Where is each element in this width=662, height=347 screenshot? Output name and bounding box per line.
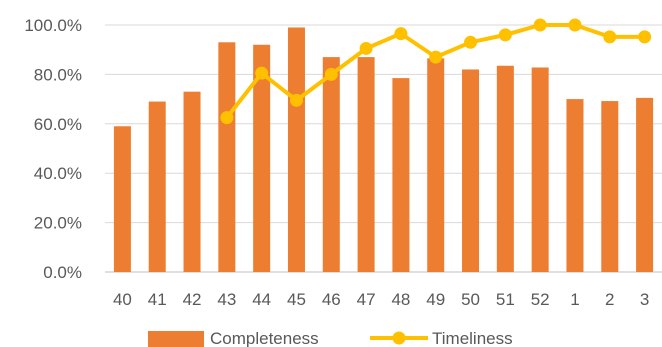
point-timeliness <box>394 27 408 41</box>
bar-completeness <box>601 101 619 273</box>
point-timeliness <box>324 67 338 81</box>
x-tick-label: 49 <box>426 290 445 309</box>
bar-series-completeness <box>113 27 654 273</box>
x-tick-label: 42 <box>183 290 202 309</box>
bar-completeness <box>253 44 271 273</box>
bar-completeness <box>113 126 131 273</box>
x-tick-label: 41 <box>148 290 167 309</box>
x-tick-label: 45 <box>287 290 306 309</box>
x-tick-label: 43 <box>217 290 236 309</box>
x-tick-label: 44 <box>252 290 271 309</box>
y-tick-label: 80.0% <box>34 65 82 84</box>
legend-label-completeness: Completeness <box>210 329 319 347</box>
x-tick-label: 50 <box>461 290 480 309</box>
point-timeliness <box>533 18 547 32</box>
y-axis: 0.0% 20.0% 40.0% 60.0% 80.0% 100.0% <box>24 16 82 282</box>
bar-completeness <box>496 65 514 272</box>
x-tick-label: 1 <box>570 290 579 309</box>
y-tick-label: 100.0% <box>24 16 82 35</box>
y-tick-label: 20.0% <box>34 214 82 233</box>
line-series-timeliness <box>220 18 652 125</box>
bar-completeness <box>287 27 305 272</box>
point-timeliness <box>359 41 373 55</box>
bar-completeness <box>218 42 236 272</box>
bar-completeness <box>462 69 480 273</box>
point-timeliness <box>255 66 269 80</box>
bar-completeness <box>148 101 166 272</box>
point-timeliness <box>498 28 512 42</box>
x-axis: 40 41 42 43 44 45 46 47 48 49 50 51 52 1 2 3 <box>113 290 649 309</box>
x-tick-label: 2 <box>605 290 614 309</box>
point-timeliness <box>429 50 443 64</box>
x-tick-label: 52 <box>531 290 550 309</box>
point-timeliness <box>603 30 617 44</box>
point-timeliness <box>638 30 652 44</box>
x-tick-label: 47 <box>357 290 376 309</box>
x-tick-label: 3 <box>640 290 649 309</box>
point-timeliness <box>464 35 478 49</box>
legend: Completeness Timeliness <box>148 329 513 347</box>
bar-completeness <box>427 58 445 272</box>
y-tick-label: 40.0% <box>34 164 82 183</box>
bar-completeness <box>183 91 201 272</box>
x-tick-label: 40 <box>113 290 132 309</box>
point-timeliness <box>568 18 582 32</box>
legend-swatch-timeliness-marker <box>392 331 406 345</box>
x-tick-label: 48 <box>391 290 410 309</box>
bar-completeness <box>636 97 654 273</box>
point-timeliness <box>220 111 234 125</box>
bar-completeness <box>392 78 410 272</box>
bar-completeness <box>531 67 549 272</box>
x-tick-label: 51 <box>496 290 515 309</box>
y-tick-label: 0.0% <box>43 263 82 282</box>
bar-completeness <box>357 57 375 272</box>
y-tick-label: 60.0% <box>34 115 82 134</box>
bar-completeness <box>566 99 584 272</box>
legend-swatch-completeness <box>148 331 204 347</box>
legend-label-timeliness: Timeliness <box>432 329 513 347</box>
point-timeliness <box>289 93 303 107</box>
x-tick-label: 46 <box>322 290 341 309</box>
bar-completeness <box>322 57 340 272</box>
